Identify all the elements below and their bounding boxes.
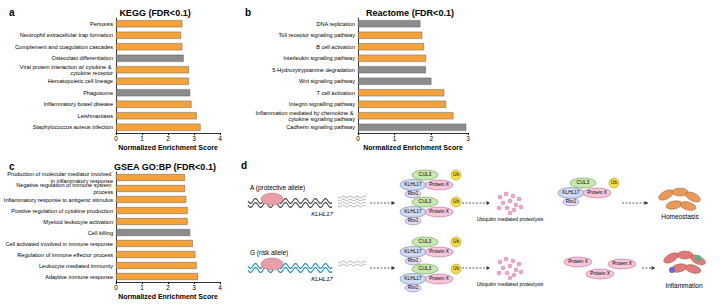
svg-text:Inflammatory bowel disease: Inflammatory bowel disease (44, 101, 113, 107)
svg-text:G (risk allele): G (risk allele) (250, 249, 288, 257)
svg-text:Inflammation: Inflammation (665, 282, 703, 289)
svg-text:Rbx1: Rbx1 (566, 199, 577, 204)
svg-text:Interleukin signaling pathway: Interleukin signaling pathway (283, 55, 355, 61)
svg-text:Inflammation mediated by chemo: Inflammation mediated by chemokine & (256, 110, 356, 116)
svg-text:Cadherin signaling pathway: Cadherin signaling pathway (286, 124, 355, 130)
svg-text:KEGG (FDR<0.1): KEGG (FDR<0.1) (119, 8, 190, 18)
svg-text:Ubiquitin mediated proteolysis: Ubiquitin mediated proteolysis (477, 281, 544, 287)
svg-text:Reactome (FDR<0.1): Reactome (FDR<0.1) (366, 8, 454, 18)
svg-text:CUL3: CUL3 (577, 179, 590, 185)
svg-text:KLHL17: KLHL17 (404, 209, 422, 214)
svg-text:1: 1 (140, 284, 144, 291)
svg-text:Ub: Ub (453, 239, 459, 244)
svg-text:Inflammatory response to antig: Inflammatory response to antigenic stimu… (4, 197, 113, 203)
svg-text:Protein X: Protein X (429, 249, 450, 254)
svg-text:CUL3: CUL3 (419, 265, 432, 271)
svg-text:5-Hydroxytryptamine degradatio: 5-Hydroxytryptamine degradation (272, 67, 355, 73)
svg-text:2: 2 (166, 284, 170, 291)
svg-text:CUL3: CUL3 (419, 171, 432, 177)
svg-text:Wnt signaling pathway: Wnt signaling pathway (299, 78, 355, 84)
svg-text:3: 3 (192, 135, 196, 142)
svg-text:0: 0 (114, 135, 118, 142)
svg-text:3: 3 (192, 284, 196, 291)
svg-text:KLHL17: KLHL17 (562, 190, 580, 195)
svg-text:Ubiquitin mediated proteolysis: Ubiquitin mediated proteolysis (477, 216, 544, 222)
svg-text:4: 4 (218, 135, 222, 142)
svg-text:Pertussis: Pertussis (90, 21, 113, 27)
svg-text:Ub: Ub (611, 180, 617, 185)
svg-text:Myeloid leukocyte activation: Myeloid leukocyte activation (43, 219, 113, 225)
svg-text:GSEA GO:BP (FDR<0.1): GSEA GO:BP (FDR<0.1) (114, 162, 216, 172)
svg-text:a: a (9, 7, 15, 18)
svg-text:Neutrophil extracellular trap: Neutrophil extracellular trap formation (20, 32, 113, 38)
svg-text:Complement and coagulation cas: Complement and coagulation cascades (15, 44, 113, 50)
svg-text:Production of molecular mediat: Production of molecular mediator involve… (7, 171, 113, 177)
svg-text:b: b (245, 7, 251, 18)
svg-text:Phagosome: Phagosome (83, 90, 113, 96)
svg-text:cytokine signaling pathway: cytokine signaling pathway (288, 116, 355, 122)
svg-text:d: d (241, 160, 247, 171)
svg-text:B cell activation: B cell activation (316, 44, 355, 50)
svg-text:3: 3 (466, 135, 470, 142)
svg-text:Normalized Enrichment Score: Normalized Enrichment Score (118, 293, 218, 300)
svg-text:Ub: Ub (453, 172, 459, 177)
svg-text:KLHL17: KLHL17 (404, 276, 422, 281)
svg-text:Leukocyte mediated immunity: Leukocyte mediated immunity (39, 263, 113, 269)
svg-text:Homeostasis: Homeostasis (661, 213, 699, 220)
svg-text:Viral protein interaction w/ c: Viral protein interaction w/ cytokine & (20, 64, 113, 70)
svg-text:2: 2 (430, 135, 434, 142)
svg-text:CUL3: CUL3 (419, 198, 432, 204)
svg-text:Protein X: Protein X (590, 271, 611, 276)
svg-text:0: 0 (356, 135, 360, 142)
svg-text:Cell killing: Cell killing (88, 230, 113, 236)
svg-text:1: 1 (393, 135, 397, 142)
svg-text:1: 1 (140, 135, 144, 142)
svg-text:process: process (93, 189, 113, 195)
svg-text:in inflammatory response: in inflammatory response (50, 177, 113, 184)
svg-text:Negative regulation of immune: Negative regulation of immune system (16, 182, 113, 188)
svg-text:Protein X: Protein X (429, 276, 450, 281)
svg-text:Positive regulation of cytokin: Positive regulation of cytokine producti… (11, 208, 113, 214)
svg-text:KLHL17: KLHL17 (404, 182, 422, 187)
svg-text:Hematopoietic cell lineage: Hematopoietic cell lineage (48, 78, 113, 84)
svg-text:Integrin signalling pathway: Integrin signalling pathway (289, 101, 355, 107)
svg-text:Regulation of immune effector: Regulation of immune effector process (17, 252, 113, 258)
svg-text:Rbx1: Rbx1 (408, 258, 419, 263)
svg-text:Protein X: Protein X (568, 259, 589, 264)
svg-text:KLHL17: KLHL17 (311, 211, 333, 217)
svg-text:Rbx1: Rbx1 (408, 285, 419, 290)
svg-text:0: 0 (114, 284, 118, 291)
svg-text:Adaptive immune response: Adaptive immune response (45, 274, 113, 280)
svg-text:Toll receptor signaling pathwa: Toll receptor signaling pathway (279, 32, 356, 38)
svg-text:Protein X: Protein X (429, 209, 450, 214)
svg-text:CUL3: CUL3 (419, 238, 432, 244)
svg-text:cytokine receptor: cytokine receptor (70, 70, 113, 76)
svg-text:Rbx1: Rbx1 (408, 218, 419, 223)
svg-text:KLHL17: KLHL17 (311, 276, 333, 282)
svg-text:A (protective allele): A (protective allele) (250, 184, 305, 192)
svg-text:KLHL17: KLHL17 (404, 249, 422, 254)
svg-text:DNA replication: DNA replication (316, 21, 355, 27)
svg-text:c: c (9, 161, 15, 172)
svg-text:Protein X: Protein X (429, 182, 450, 187)
svg-text:Protein X: Protein X (587, 190, 608, 195)
svg-text:Cell activated involved in imm: Cell activated involved in immune respon… (5, 241, 113, 247)
svg-text:4: 4 (218, 284, 222, 291)
svg-text:Normalized Enrichment Score: Normalized Enrichment Score (363, 144, 463, 151)
svg-text:Osteoclast differentiation: Osteoclast differentiation (52, 55, 113, 61)
svg-text:Staphylococcus aureus infectio: Staphylococcus aureus infection (33, 124, 113, 130)
svg-text:Rbx1: Rbx1 (408, 191, 419, 196)
svg-text:Ub: Ub (453, 199, 459, 204)
svg-text:Protein X: Protein X (612, 261, 633, 266)
svg-text:Leishmaniasis: Leishmaniasis (78, 113, 114, 119)
svg-text:Ub: Ub (453, 266, 459, 271)
svg-text:2: 2 (166, 135, 170, 142)
svg-text:Normalized Enrichment Score: Normalized Enrichment Score (118, 144, 218, 151)
svg-text:T cell activation: T cell activation (317, 90, 355, 96)
